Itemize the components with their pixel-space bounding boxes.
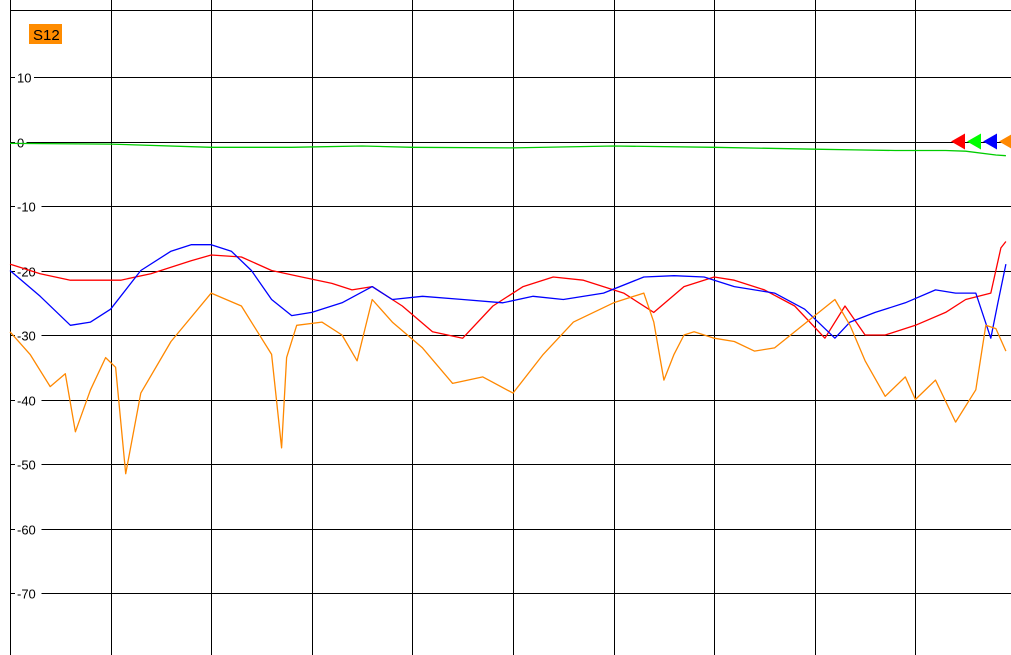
y-tick-label-bg — [15, 392, 42, 408]
title-badge-background — [29, 24, 62, 44]
trace-marker-0 — [951, 133, 965, 150]
y-tick-label: -70 — [17, 587, 36, 602]
y-tick-label-bg — [15, 456, 42, 472]
series-line-0 — [9, 142, 1006, 157]
y-tick-label-bg — [15, 585, 42, 601]
title-badge: S12 — [29, 24, 62, 44]
series-line-3 — [9, 292, 1007, 475]
y-tick-label-bg — [15, 69, 34, 85]
trace-markers — [951, 133, 1011, 150]
y-tick-label: -60 — [17, 523, 36, 538]
y-tick-label-bg — [15, 134, 27, 150]
series-line-2 — [9, 244, 1007, 339]
trace-marker-2 — [983, 133, 997, 150]
y-tick-label: -50 — [17, 458, 36, 473]
y-tick-label: -40 — [17, 394, 36, 409]
y-tick-label: 10 — [17, 71, 31, 86]
y-axis-ticks: 100-10-20-30-40-50-60-70 — [15, 69, 42, 602]
y-tick-label-bg — [15, 327, 42, 343]
y-tick-label-bg — [15, 521, 42, 537]
trace-marker-1 — [967, 133, 981, 150]
chart-title: S12 — [33, 27, 60, 44]
y-tick-label-bg — [15, 198, 42, 214]
series-group — [9, 142, 1007, 475]
series-line-1 — [9, 241, 1007, 339]
y-tick-label: -10 — [17, 200, 36, 215]
grid — [10, 0, 1011, 655]
y-tick-label: -30 — [17, 329, 36, 344]
trace-marker-3 — [999, 134, 1011, 149]
